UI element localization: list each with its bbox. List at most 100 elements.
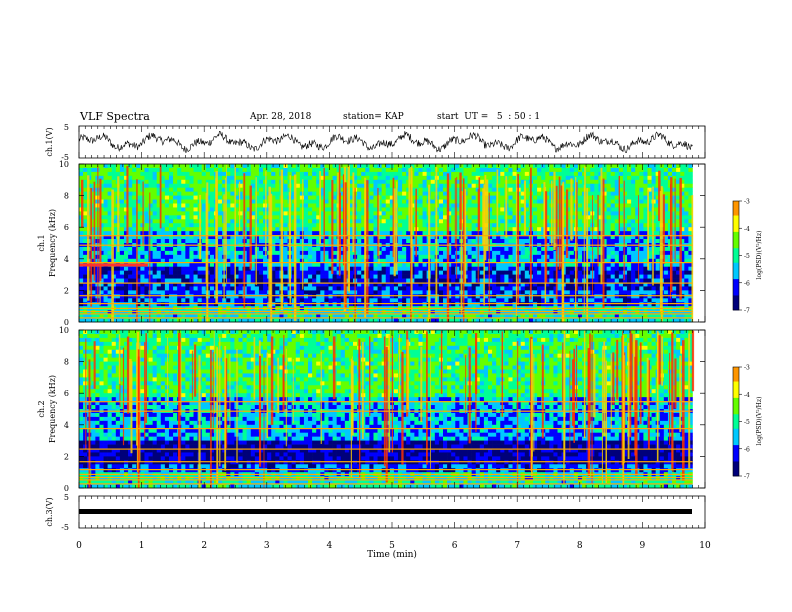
spec1-cell xyxy=(344,258,350,264)
spec1-cell xyxy=(414,254,419,260)
spec1-cell xyxy=(586,199,591,204)
spec1-cell xyxy=(532,239,538,244)
spec1-cell xyxy=(487,223,493,228)
spec1-cell xyxy=(389,219,395,224)
spec1-cell xyxy=(107,195,113,200)
spec1-cell xyxy=(173,239,178,244)
spec1-cell xyxy=(275,246,280,252)
spec1-cell xyxy=(168,191,174,196)
spec1-cell xyxy=(541,258,546,264)
spec1-cell xyxy=(414,282,419,287)
spec1-cell xyxy=(443,290,448,295)
spec1-cell xyxy=(385,266,391,271)
spec1-cell xyxy=(189,167,194,173)
spec1-cell xyxy=(328,211,333,216)
spec1-cell xyxy=(181,286,186,291)
spec1-cell xyxy=(87,164,92,169)
spec1-cell xyxy=(209,286,215,291)
spec1-cell xyxy=(635,266,640,271)
spec1-cell xyxy=(606,239,611,244)
spec1-cell xyxy=(643,231,648,236)
spec1-cell xyxy=(455,278,460,283)
spec1-cell xyxy=(532,167,538,173)
spec1-cell xyxy=(537,258,542,264)
spec1-cell xyxy=(447,187,452,192)
spec1-cell xyxy=(160,231,166,236)
spec1-cell xyxy=(418,278,423,283)
spec1-cell xyxy=(594,211,599,216)
spec1-cell xyxy=(218,227,223,232)
spec1-cell xyxy=(140,294,145,299)
spec1-cell xyxy=(565,274,571,279)
spec1-cell xyxy=(234,167,239,173)
spec1-cell xyxy=(422,286,427,291)
spec1-cell xyxy=(238,211,243,216)
spec1-cell xyxy=(541,203,546,208)
spec1-cell xyxy=(635,187,640,192)
spec1-cell xyxy=(512,207,517,212)
spec1-cell xyxy=(107,175,113,181)
spec1-cell xyxy=(111,294,117,299)
spec1-cell xyxy=(218,175,223,181)
spec1-cell xyxy=(361,164,366,169)
spec1-cell xyxy=(606,187,611,192)
spec1-cell xyxy=(144,286,149,291)
spec1-cell xyxy=(230,282,235,287)
spec1-cell xyxy=(663,219,669,224)
spec1-cell xyxy=(455,179,460,185)
spec1-cell xyxy=(107,290,113,295)
spec1-cell xyxy=(271,286,276,291)
spec1-cell xyxy=(643,290,648,295)
spec1-cell xyxy=(119,167,125,173)
spec1-cell xyxy=(79,227,84,232)
spec1-cell xyxy=(361,199,366,204)
spec1-cell xyxy=(316,175,321,181)
spec1-cell xyxy=(647,207,652,212)
spec1-cell xyxy=(218,270,223,275)
spec1-cell xyxy=(361,231,366,236)
spec1-cell xyxy=(688,270,693,275)
spec1-cell xyxy=(226,195,231,200)
spec1-cell xyxy=(348,175,354,181)
spec1-cell xyxy=(602,250,607,256)
spec1-cell xyxy=(136,199,141,204)
spec1-cell xyxy=(254,199,260,204)
spec1-cell xyxy=(144,227,149,232)
spec1-cell xyxy=(295,183,301,188)
spec1-cell xyxy=(483,282,489,287)
spec1-cell xyxy=(512,227,517,232)
spec1-cell xyxy=(152,250,158,256)
spec1-cell xyxy=(152,278,158,283)
spec1-cell xyxy=(443,282,448,287)
spec1-cell xyxy=(173,278,178,283)
spec1-cell xyxy=(430,171,436,177)
spec1-cell xyxy=(524,278,530,283)
spec1-cell xyxy=(487,278,493,283)
spec1-cell xyxy=(553,215,558,220)
spec1-cell xyxy=(119,199,125,204)
spec1-cell xyxy=(663,164,669,169)
spec1-cell xyxy=(250,266,256,271)
spec1-cell xyxy=(647,171,652,177)
spec1-cell xyxy=(688,239,693,244)
spec1-cell xyxy=(577,266,583,271)
spec1-cell xyxy=(185,227,190,232)
spec1-cell xyxy=(590,187,595,192)
spec1-cell xyxy=(524,183,530,188)
spec1-cell xyxy=(99,227,104,232)
spec1-cell xyxy=(230,179,235,185)
spec1-cell xyxy=(136,266,141,271)
spec1-cell xyxy=(508,211,513,216)
spec1-cell xyxy=(463,164,468,169)
spec1-cell xyxy=(647,274,652,279)
spec1-cell xyxy=(148,164,153,169)
spec1-cell xyxy=(631,227,636,232)
spec1-cell xyxy=(181,164,186,169)
spec1-cell xyxy=(537,278,542,283)
spec1-cell xyxy=(152,282,158,287)
spec1-cell xyxy=(91,270,96,275)
spec1-cell xyxy=(254,270,260,275)
spec1-cell xyxy=(684,207,689,212)
spec1-cell xyxy=(316,215,321,220)
spec1-cell xyxy=(361,211,366,216)
